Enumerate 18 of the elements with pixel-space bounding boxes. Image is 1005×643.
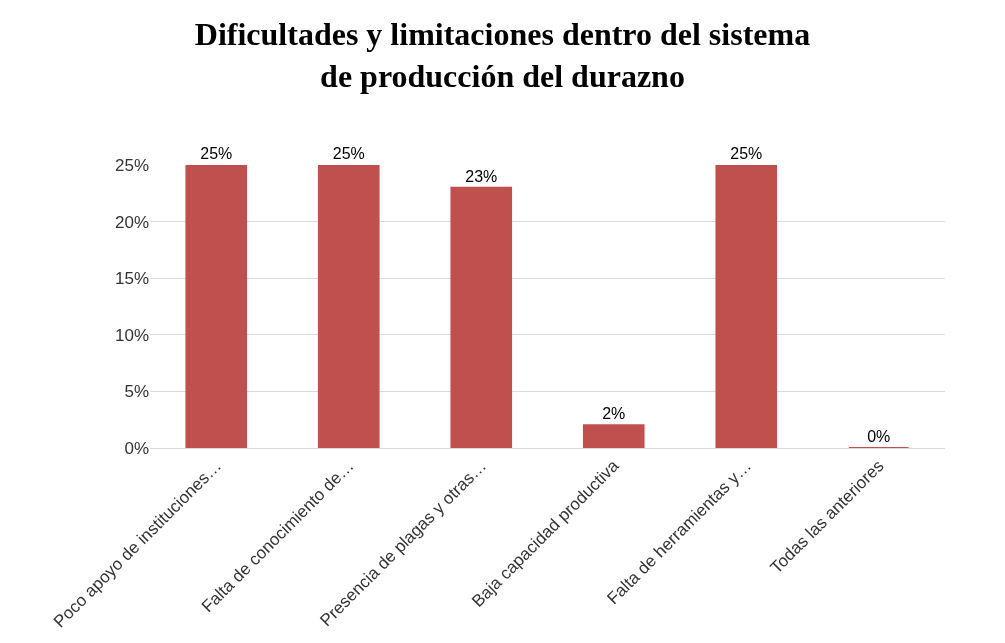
chart-title: Dificultades y limitaciones dentro del sistema de producción del durazno	[194, 16, 811, 94]
y-tick-label: 25%	[114, 155, 149, 175]
y-tick-label: 20%	[114, 212, 149, 232]
data-label: 23%	[465, 167, 498, 185]
bar	[715, 165, 778, 448]
data-label: 25%	[200, 145, 233, 162]
data-label: 25%	[730, 145, 763, 162]
data-label: 25%	[332, 145, 365, 162]
bar	[317, 165, 380, 448]
y-tick-label: 0%	[124, 438, 149, 458]
data-label: 0%	[867, 428, 891, 445]
bar	[185, 165, 248, 448]
y-tick-label: 10%	[114, 325, 149, 345]
y-tick-label: 15%	[114, 269, 149, 289]
bar	[582, 424, 645, 448]
bar	[450, 186, 513, 448]
y-tick-label: 5%	[124, 382, 149, 402]
data-label: 2%	[602, 405, 626, 423]
